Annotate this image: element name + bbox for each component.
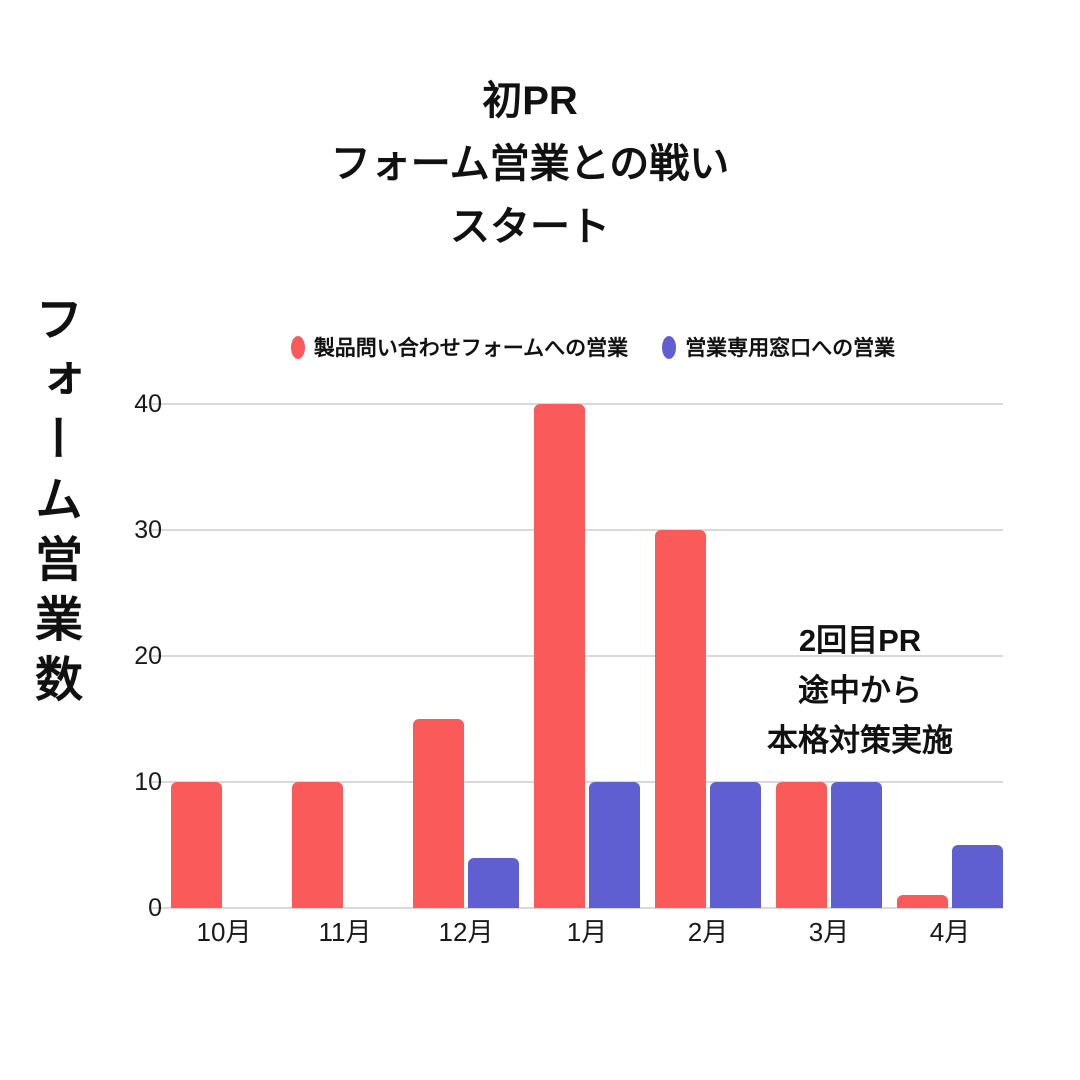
y-tick-label-40: 40 [134,390,162,418]
bar-s2-m7 [952,845,1003,908]
annotation: 2回目PR 途中から 本格対策実施 [715,616,1005,766]
chart-title: 初PR フォーム営業との戦い スタート [255,70,805,259]
bar-s2-m3 [468,857,519,908]
legend-label-product-form: 製品問い合わせフォームへの営業 [313,337,629,360]
x-tick-label-5: 2月 [687,917,729,947]
chart-title-line-1: 初PR [482,79,578,123]
annotation-line-2: 途中から [798,673,922,708]
bar-s1-m4 [534,404,585,908]
chart-title-line-2: フォーム営業との戦い [330,142,730,186]
x-tick-label-4: 1月 [566,917,608,947]
x-tick-label-7: 4月 [929,917,971,947]
bar-s2-m6 [831,782,882,908]
legend-marker-blue-icon [662,335,677,359]
legend-item-sales-desk: 営業専用窓口への営業 [662,332,895,362]
bar-s1-m5 [655,530,706,908]
annotation-line-1: 2回目PR [798,623,922,658]
legend-marker-red-icon [290,335,305,359]
y-tick-label-10: 10 [134,768,162,796]
x-tick-label-1: 10月 [196,917,252,947]
chart-title-line-3: スタート [450,205,610,249]
bar-s1-m7 [897,895,948,908]
x-tick-label-6: 3月 [808,917,850,947]
y-tick-label-20: 20 [134,642,162,670]
x-tick-label-3: 12月 [438,917,494,947]
gridline-0 [152,907,1003,909]
y-tick-label-30: 30 [134,516,162,544]
bar-s1-m1 [171,782,222,908]
y-tick-label-0: 0 [148,894,162,922]
x-tick-label-2: 11月 [318,917,372,947]
bar-s1-m6 [776,782,827,908]
annotation-line-3: 本格対策実施 [767,723,953,758]
y-axis-title: フォーム営業数 [27,294,80,714]
bar-s2-m5 [710,782,761,908]
bar-s2-m4 [589,782,640,908]
legend: 製品問い合わせフォームへの営業 営業専用窓口への営業 [153,332,1033,362]
bar-s1-m2 [292,782,343,908]
bar-s1-m3 [413,719,464,908]
legend-label-sales-desk: 営業専用窓口への営業 [685,337,896,360]
legend-item-product-form: 製品問い合わせフォームへの営業 [290,332,629,362]
